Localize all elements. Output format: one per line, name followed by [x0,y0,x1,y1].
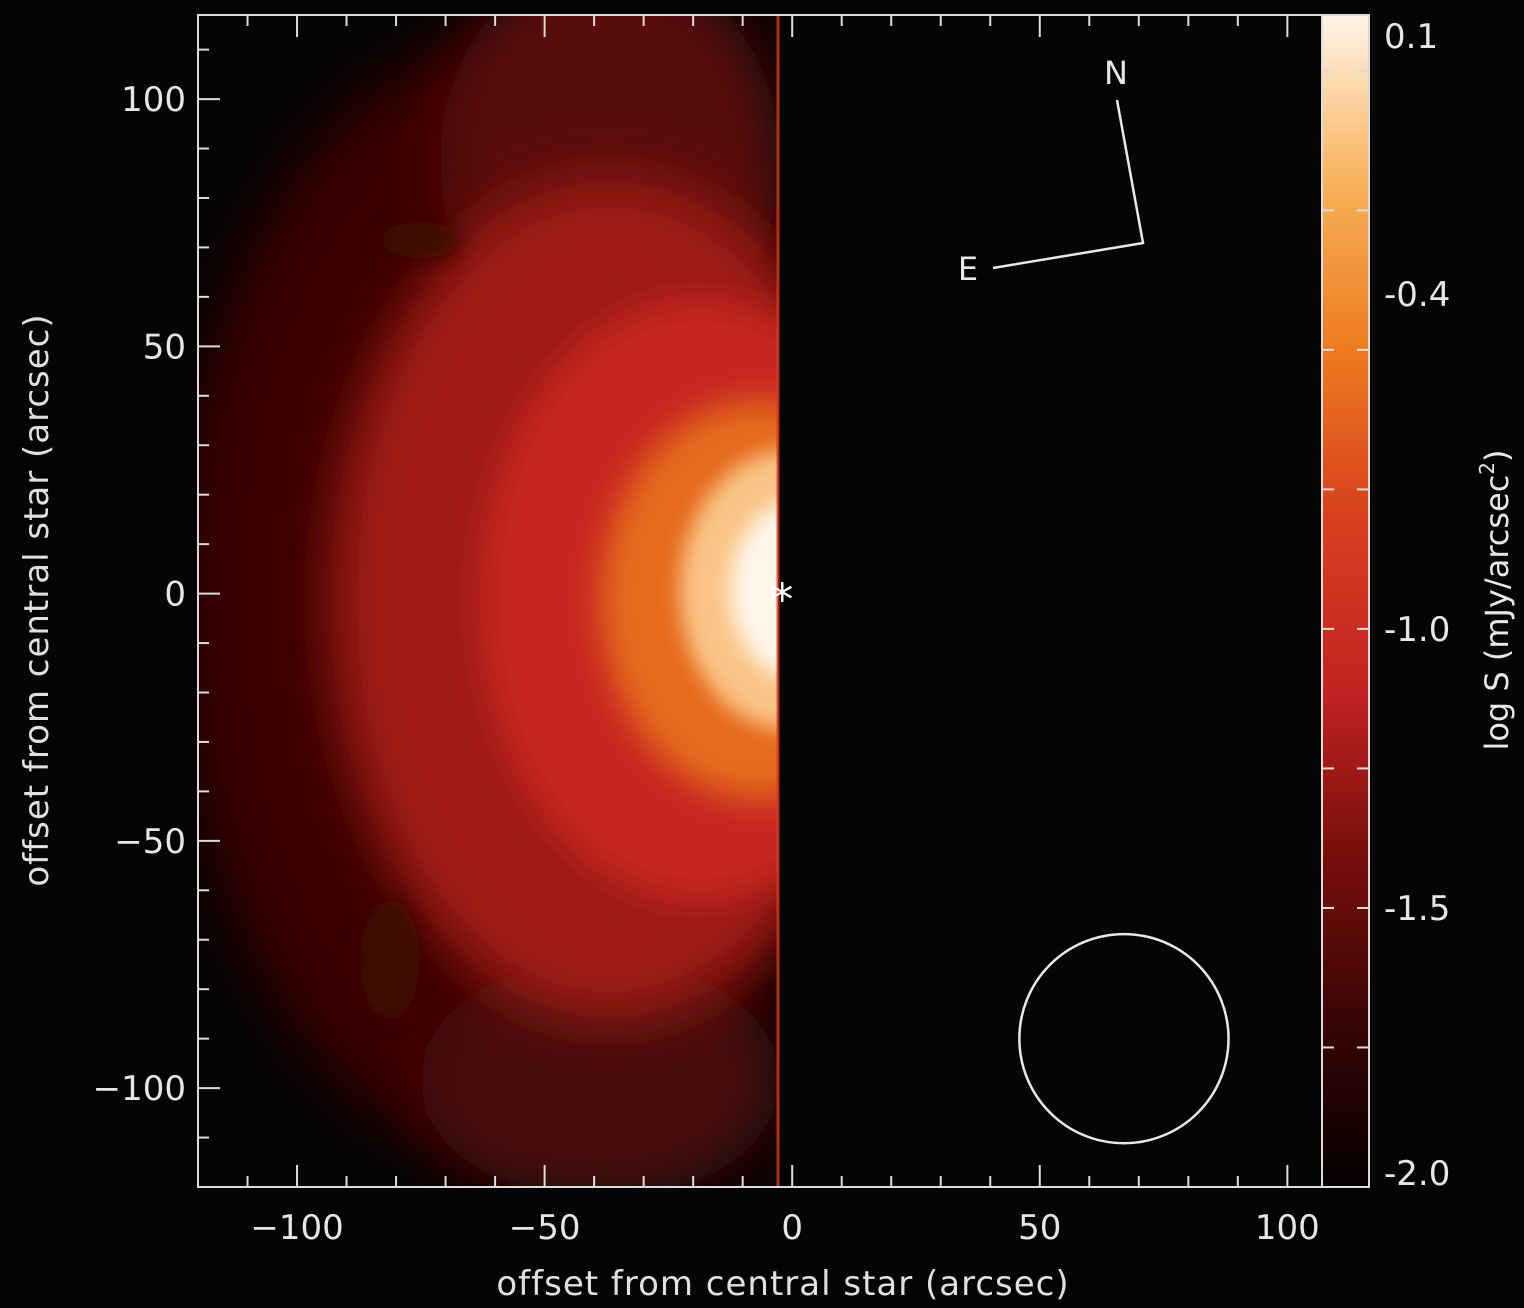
y-tick-label: −100 [93,1069,186,1109]
x-tick-label: 0 [781,1208,803,1248]
emission-knot-lower [360,900,420,1020]
colorbar-label: log S (mJy/arcsec2) [1475,449,1516,750]
y-tick-label: −50 [114,822,186,862]
x-tick-label: 50 [1018,1208,1061,1248]
colorbar-tick-label: -1.5 [1384,889,1450,929]
emission-faint-wing [420,960,778,1187]
y-axis-label: offset from central star (arcsec) [17,313,57,886]
colorbar-tick-label: -1.0 [1384,610,1450,650]
y-tick-label: 100 [121,80,186,120]
colorbar-ticks [1322,69,1369,1188]
axis-ticks [197,15,1289,1188]
colorbar-label-sup: 2 [1475,462,1499,475]
colorbar-tick-labels: 0.1 -0.4 -1.0 -1.5 -2.0 [1384,17,1450,1194]
central-star-marker: * [771,575,793,626]
colorbar-label-main: log S (mJy/arcsec [1478,475,1516,751]
beam-circle [1018,932,1230,1145]
colorbar [1321,14,1370,1188]
x-tick-label: −50 [509,1208,581,1248]
y-tick-label: 0 [164,575,186,615]
y-tick-label: 50 [143,327,186,367]
compass-arrows [992,99,1145,270]
compass-east-label: E [958,250,978,288]
x-tick-label: −100 [250,1208,343,1248]
y-tick-labels: −100 −50 0 50 100 [93,80,186,1109]
compass: N E [958,54,1145,288]
emission-image [198,15,780,1187]
emission-peak [730,504,778,676]
colorbar-label-end: ) [1478,449,1516,461]
emission-knot [380,222,460,258]
colorbar-tick-label: -2.0 [1384,1154,1450,1194]
emission-core [680,450,778,730]
compass-north-label: N [1104,54,1128,92]
x-axis-label: offset from central star (arcsec) [496,1264,1069,1304]
colorbar-tick-label: 0.1 [1384,17,1438,57]
x-tick-label: 100 [1255,1208,1320,1248]
x-tick-labels: −100 −50 0 50 100 [250,1208,1319,1248]
colorbar-tick-label: -0.4 [1384,275,1450,315]
